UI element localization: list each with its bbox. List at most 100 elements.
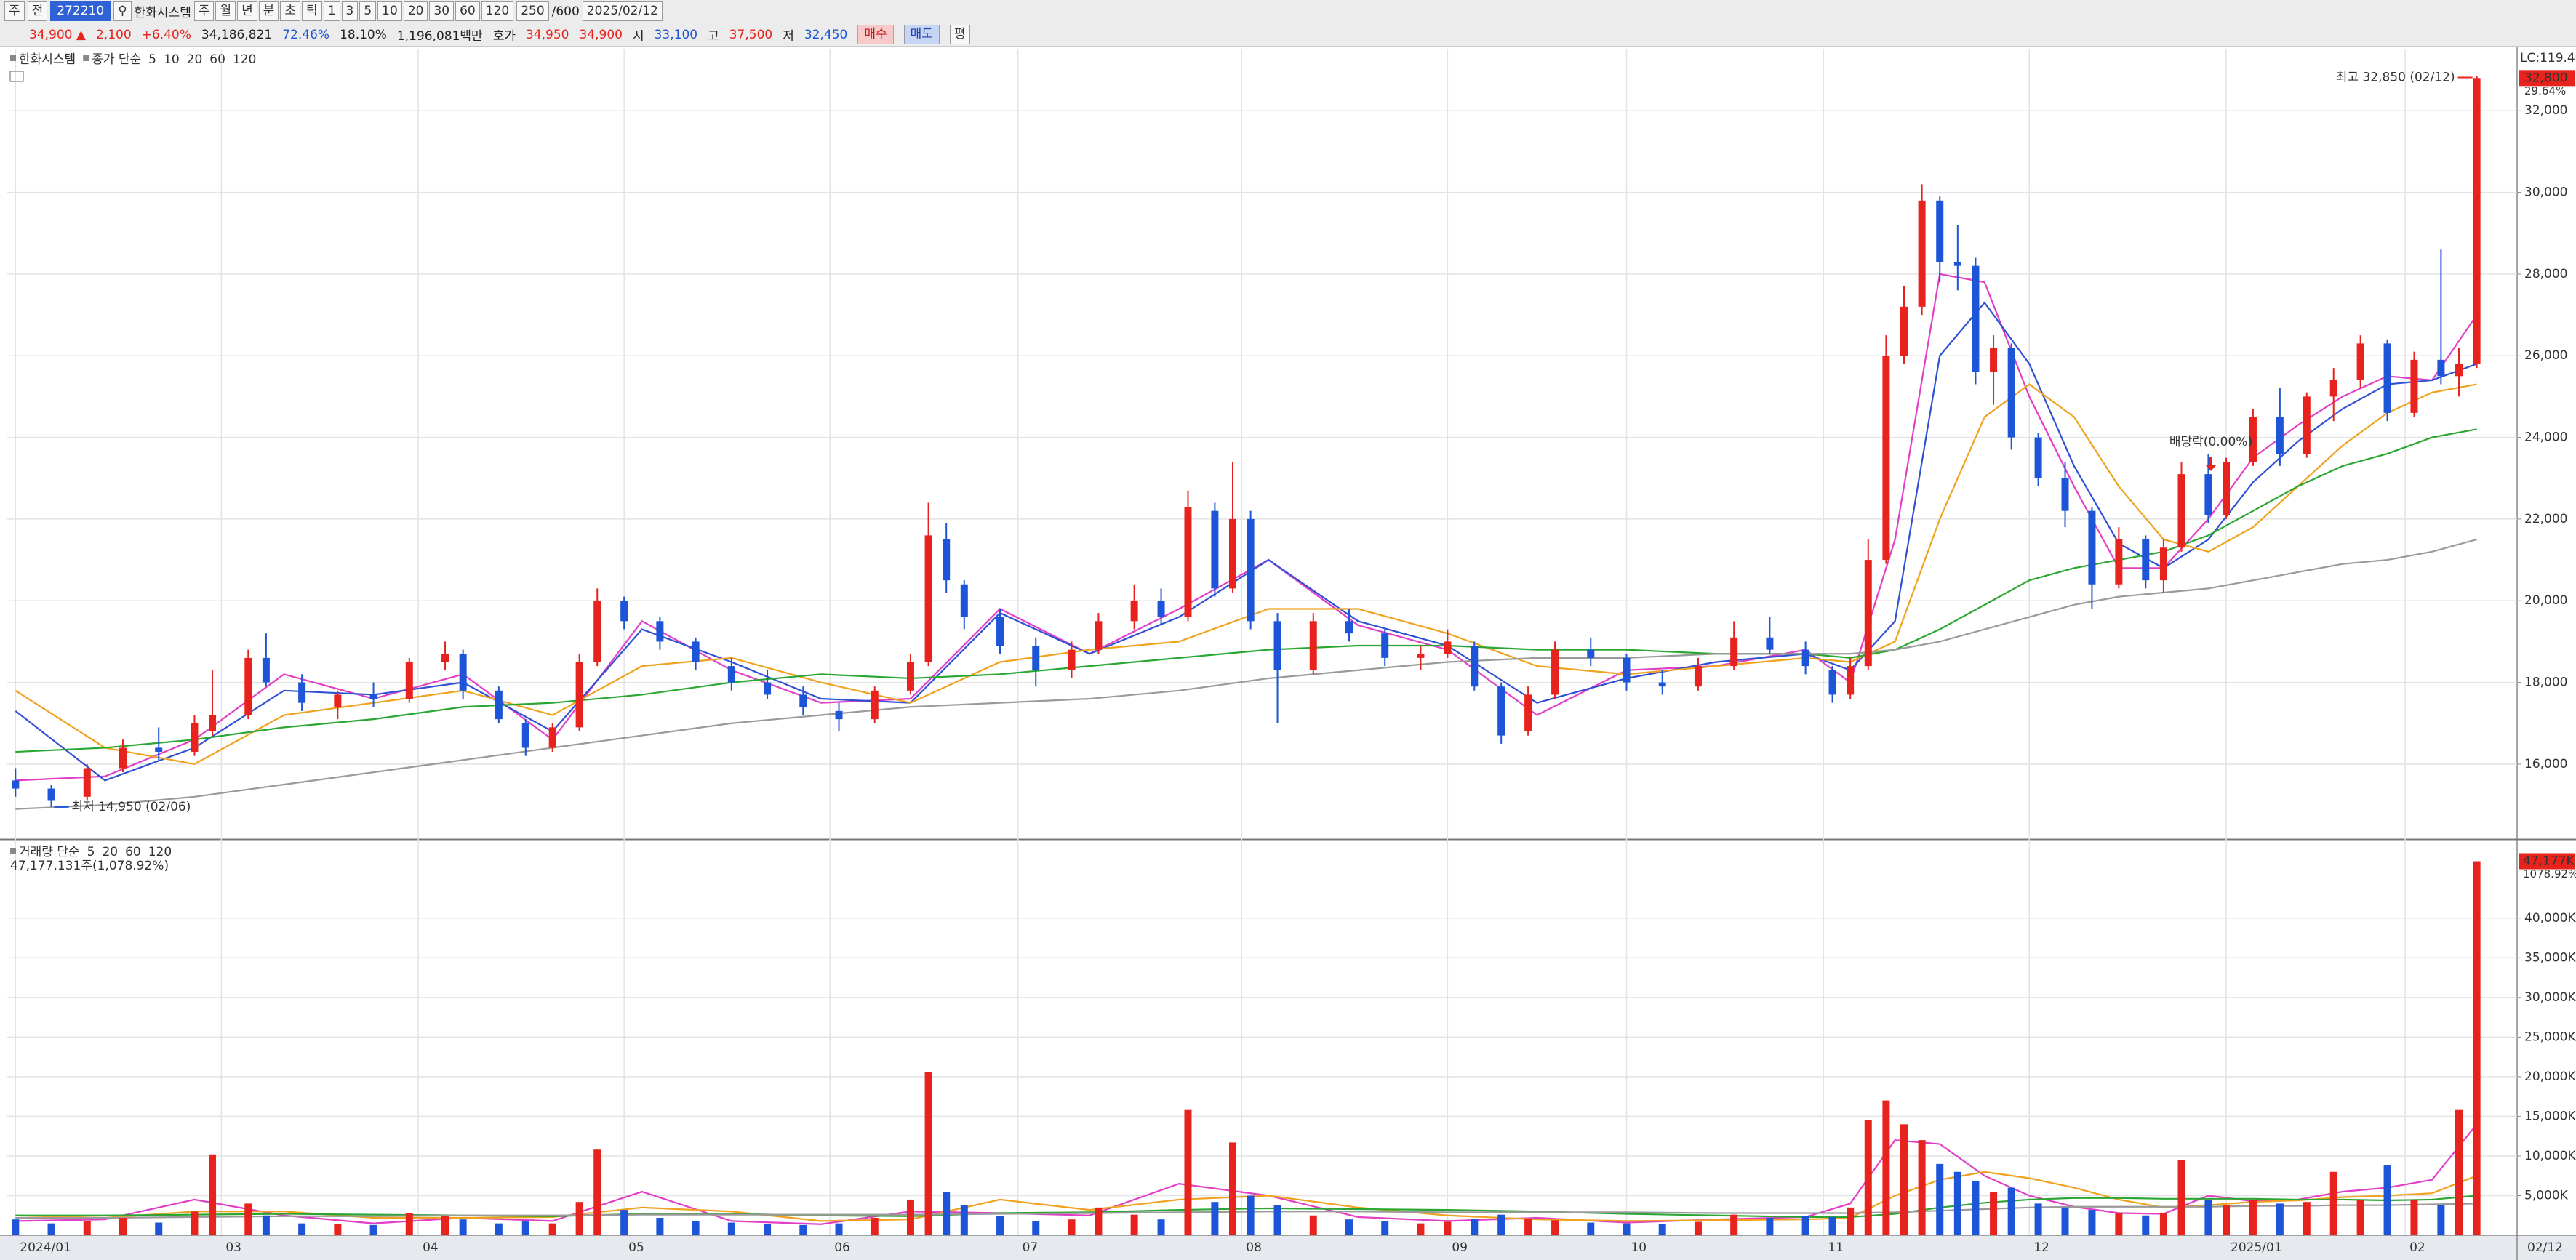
interval-button[interactable]: 5 (359, 1, 377, 21)
x-tick-label: 12 (2033, 1240, 2049, 1255)
volume-bar (960, 1205, 968, 1235)
moving-average (15, 383, 2477, 766)
candle-body (1900, 306, 1908, 356)
candle-body (83, 768, 91, 797)
interval-button[interactable]: 10 (377, 1, 402, 21)
volume-bar (548, 1223, 556, 1235)
sell-button[interactable]: 매도 (903, 25, 940, 44)
candle-body (1801, 649, 1809, 667)
candle-body (1623, 657, 1631, 683)
interval-button[interactable]: 초 (280, 1, 301, 21)
x-tick-label: 04 (423, 1240, 439, 1255)
interval-button[interactable]: 60 (455, 1, 480, 21)
y-tick-label: 30,000 (2524, 185, 2567, 200)
interval-button[interactable]: 분 (258, 1, 279, 21)
legend-entry: 10 (164, 52, 180, 67)
legend-marker (83, 55, 89, 61)
volume-bar (1828, 1216, 1836, 1235)
candle-body (2007, 348, 2015, 438)
date-input[interactable]: 2025/02/12 (582, 1, 663, 21)
candle-body (1882, 356, 1890, 561)
candle-body (495, 690, 503, 720)
volume-bar (521, 1221, 529, 1235)
interval-button[interactable]: 년 (237, 1, 257, 21)
y-tick-label: 25,000K (2524, 1030, 2576, 1044)
interval-button[interactable]: 120 (481, 1, 514, 21)
candle-body (1471, 646, 1479, 687)
candle-body (996, 617, 1004, 646)
code-input[interactable]: 272210 (50, 1, 111, 21)
legend-entry: 60 (209, 52, 225, 67)
candle-body (799, 694, 807, 707)
candle-body (405, 662, 413, 699)
candle-body (1524, 694, 1532, 731)
candle-body (1864, 560, 1872, 667)
y-tick-label: 20,000 (2524, 593, 2567, 608)
volume-bar (1130, 1214, 1138, 1235)
low: 32,450 (804, 27, 848, 42)
volume-bar (2034, 1203, 2042, 1235)
avg-button[interactable]: 평 (949, 25, 970, 44)
candle-body (1497, 686, 1505, 736)
volume-bar (2303, 1202, 2311, 1235)
mode-select[interactable]: 전 (27, 1, 48, 21)
candle-body (1990, 348, 1998, 372)
interval-group: 주 월 년 분 초 틱 1 3 5 10 20 30 60 120 (193, 1, 514, 21)
interval-button[interactable]: 틱 (302, 1, 322, 21)
amount: 1,196,081백만 (396, 29, 483, 44)
candle-body (2115, 539, 2123, 585)
volume-bar (2455, 1109, 2463, 1235)
buy-button[interactable]: 매수 (857, 25, 894, 44)
volume-bar (2249, 1199, 2257, 1235)
volume-box (2519, 853, 2575, 870)
candle-body (1730, 637, 1738, 667)
volume-bar (1157, 1219, 1165, 1235)
y-tick-label: 40,000K (2524, 911, 2576, 926)
interval-button[interactable]: 주 (193, 1, 215, 21)
interval-button[interactable]: 30 (429, 1, 455, 21)
volume-bar (1551, 1220, 1559, 1235)
legend-marker (10, 848, 16, 854)
interval-button[interactable]: 1 (323, 1, 340, 21)
volume-bar (1694, 1221, 1702, 1235)
candle-body (1247, 518, 1255, 622)
volume-bar (2159, 1213, 2167, 1235)
background (0, 46, 2576, 1260)
x-tick-label: 05 (628, 1240, 644, 1255)
x-tick-label: 10 (1631, 1240, 1647, 1255)
x-tick-label: 11 (1828, 1240, 1844, 1255)
count-input[interactable]: 250 (516, 1, 549, 21)
volume-bar (1847, 1207, 1855, 1235)
volume-bar (1936, 1163, 1944, 1235)
candle-body (12, 780, 20, 789)
volume-bar (1309, 1215, 1317, 1235)
search-button[interactable]: ⚲ (113, 1, 132, 21)
volume-bar (1953, 1171, 1961, 1235)
volume-bar (119, 1218, 127, 1235)
volume-bar (1882, 1100, 1890, 1235)
period-select[interactable]: 주 (4, 1, 25, 21)
y-tick-label: 26,000 (2524, 348, 2567, 363)
legend-entry: 120 (233, 52, 256, 67)
moving-average (15, 1171, 2478, 1222)
turnover: 18.10% (340, 27, 387, 42)
candle-body (441, 654, 449, 662)
interval-button[interactable]: 20 (403, 1, 428, 21)
candle-body (2088, 510, 2096, 585)
volume-bar (1345, 1219, 1353, 1235)
volume-bar (1247, 1195, 1255, 1235)
y-tick-label: 15,000K (2524, 1109, 2576, 1123)
candle-body (1184, 507, 1192, 617)
y-tick-label: 20,000K (2524, 1070, 2576, 1084)
candle-body (1953, 262, 1961, 266)
x-tick-label: 02 (2409, 1240, 2425, 1255)
volume-bar (1587, 1222, 1595, 1235)
candle-body (2410, 359, 2418, 413)
x-tick-label: 2024/01 (20, 1240, 71, 1255)
interval-button[interactable]: 3 (341, 1, 359, 21)
interval-button[interactable]: 월 (215, 1, 236, 21)
toolbar: 주 전 272210 ⚲ 한화시스템 주 월 년 분 초 틱 1 3 5 10 20 30 60 120 … (0, 0, 2576, 47)
volume-bar (83, 1221, 91, 1235)
volume-bar (1658, 1224, 1666, 1235)
